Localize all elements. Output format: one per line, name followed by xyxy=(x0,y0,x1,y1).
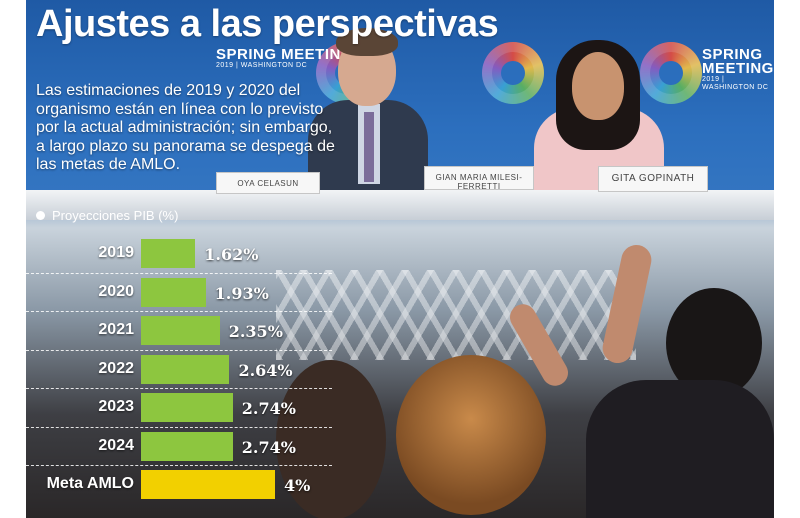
conference-table xyxy=(26,190,774,220)
category-label: 2024 xyxy=(98,436,134,454)
bar xyxy=(141,393,233,422)
audience-member xyxy=(586,380,774,518)
value-label: 1.62% xyxy=(204,245,259,264)
category-label: Meta AMLO xyxy=(46,475,134,492)
value-label: 2.74% xyxy=(241,437,296,457)
category-label: 2023 xyxy=(98,398,134,415)
imf-logo-icon xyxy=(640,42,702,104)
bar xyxy=(141,316,220,345)
legend-bullet-icon xyxy=(36,211,45,220)
intro-text: Las estimaciones de 2019 y 2020 del orga… xyxy=(36,82,335,173)
nameplate: GITA GOPINATH xyxy=(598,166,708,192)
nameplate: OYA CELASUN xyxy=(216,172,320,194)
chart-legend: Proyecciones PIB (%) xyxy=(36,208,178,223)
value-label: 2.64% xyxy=(238,360,293,380)
bar xyxy=(141,239,196,268)
row-divider xyxy=(26,388,332,389)
bar xyxy=(141,354,230,384)
page-title: Ajustes a las perspectivas xyxy=(36,3,499,45)
infographic: SPRING MEETINGS 2019 | WASHINGTON DC SPRI… xyxy=(26,0,774,518)
nameplate: GIAN MARIA MILESI-FERRETTI xyxy=(424,166,534,191)
audience-member xyxy=(396,355,546,515)
row-divider xyxy=(26,311,332,312)
audience-member xyxy=(666,288,762,398)
value-label: 1.93% xyxy=(214,283,269,303)
value-label: 2.74% xyxy=(241,399,296,418)
category-label: 2022 xyxy=(98,359,134,377)
decorative-lattice xyxy=(276,270,636,360)
value-label: 4% xyxy=(284,476,311,495)
category-label: 2020 xyxy=(98,282,134,300)
row-divider xyxy=(26,426,332,428)
row-divider xyxy=(26,349,332,351)
row-divider xyxy=(26,465,332,466)
legend-label: Proyecciones PIB (%) xyxy=(52,208,179,223)
bar xyxy=(141,277,206,307)
imf-logo-icon xyxy=(482,42,544,104)
audience-member xyxy=(276,360,386,518)
row-divider xyxy=(26,272,332,274)
value-label: 2.35% xyxy=(228,322,283,341)
category-label: 2019 xyxy=(98,244,134,261)
bar xyxy=(141,431,233,461)
category-label: 2021 xyxy=(98,321,134,338)
bar xyxy=(141,470,275,499)
